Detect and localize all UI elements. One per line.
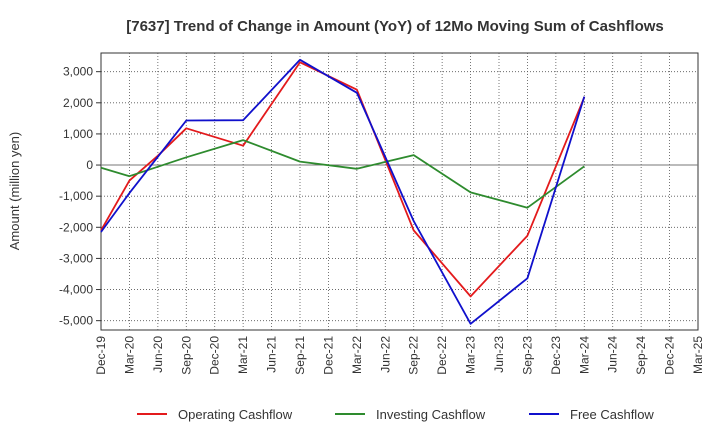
y-tick-label: 1,000 [63,127,93,141]
x-tick-label: Jun-20 [151,336,165,373]
y-tick-label: -5,000 [59,314,93,328]
x-tick-label: Dec-19 [94,336,108,375]
y-tick-label: -4,000 [59,283,93,297]
x-tick-label: Sep-22 [407,336,421,375]
free-cashflow-legend-label: Free Cashflow [570,407,654,422]
x-tick-label: Dec-24 [663,336,677,375]
x-tick-label: Sep-24 [634,336,648,375]
x-tick-label: Dec-20 [208,336,222,375]
free-cashflow-line [100,58,586,325]
x-tick-label: Mar-25 [691,336,705,374]
plot-frame [100,52,699,331]
x-axis-ticks: Dec-19 Mar-20 Jun-20 Sep-20 Dec-20 Mar-21 Jun-… [94,336,705,375]
investing-cashflow-line [100,139,585,209]
x-tick-label: Jun-24 [606,336,620,373]
y-tick-label: -1,000 [59,189,93,203]
x-tick-label: Jun-21 [265,336,279,373]
plot-grid [100,52,699,331]
y-tick-label: -3,000 [59,251,93,265]
x-tick-label: Dec-22 [435,336,449,375]
series-lines [100,58,586,325]
x-tick-label: Jun-22 [378,336,392,373]
x-tick-label: Mar-23 [464,336,478,374]
operating-cashflow-legend-label: Operating Cashflow [178,407,293,422]
y-tick-label: 0 [86,158,93,172]
operating-cashflow-line [100,61,586,298]
x-tick-label: Sep-20 [179,336,193,375]
x-tick-label: Sep-23 [520,336,534,375]
x-tick-label: Dec-21 [321,336,335,375]
x-tick-label: Jun-23 [492,336,506,373]
chart-title: [7637] Trend of Change in Amount (YoY) o… [126,18,664,35]
x-tick-label: Sep-21 [293,336,307,375]
x-tick-label: Mar-20 [122,336,136,374]
y-axis-ticks: 3,000 2,000 1,000 0 -1,000 -2,000 -3,000 -4,000… [59,65,101,328]
y-tick-label: 3,000 [63,65,93,79]
x-tick-label: Mar-22 [350,336,364,374]
y-tick-label: 2,000 [63,96,93,110]
x-tick-label: Mar-24 [577,336,591,374]
x-tick-label: Mar-21 [236,336,250,374]
investing-cashflow-legend-label: Investing Cashflow [376,407,486,422]
y-axis-label: Amount (million yen) [7,132,22,251]
y-tick-label: -2,000 [59,220,93,234]
x-tick-label: Dec-23 [549,336,563,375]
chart-legend: Operating Cashflow Investing Cashflow Free… [137,407,654,422]
